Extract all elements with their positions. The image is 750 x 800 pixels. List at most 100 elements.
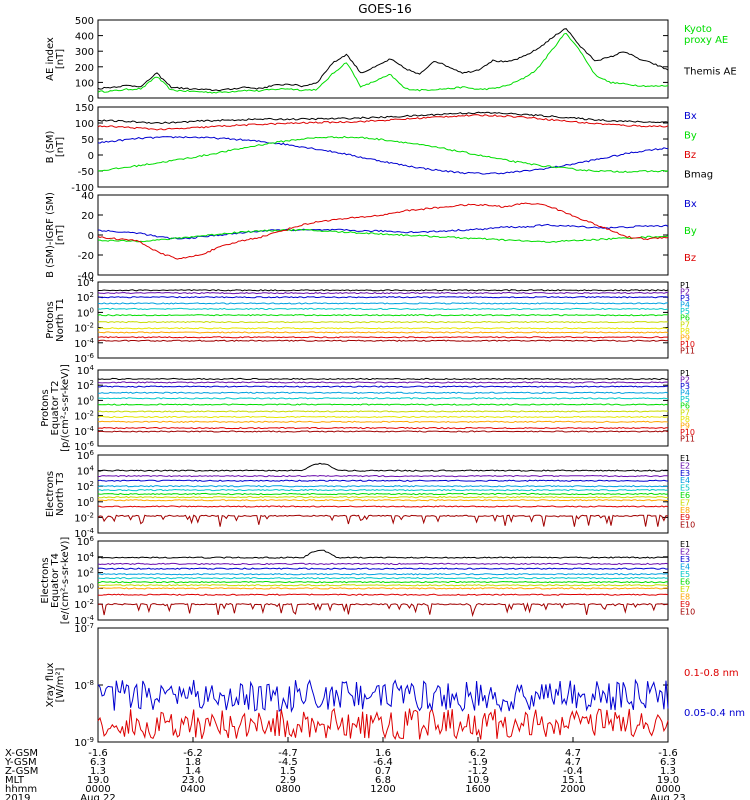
y-axis-label: ElectronsEquator T4[e/(cm²-s-sr-keV)] — [40, 537, 71, 625]
series-line-p2 — [97, 381, 669, 384]
xaxis-row-label: X-GSM — [5, 748, 38, 759]
legend-label: E7 — [680, 585, 690, 594]
legend-label: P9 — [680, 333, 690, 342]
y-tick-label: 100 — [75, 119, 94, 130]
series-line-by — [97, 228, 669, 243]
y-axis-label: B (SM)[nT] — [45, 130, 66, 163]
legend-label: P2 — [680, 288, 690, 297]
legend-label: E3 — [680, 555, 690, 564]
xaxis-cell: 1200 — [370, 784, 395, 795]
xaxis-cell: 6.3 — [90, 757, 106, 768]
y-tick-label: 102 — [77, 480, 94, 493]
series-line-p4 — [97, 302, 669, 305]
legend-label: E8 — [680, 506, 690, 515]
xaxis-cell: 2.9 — [280, 775, 296, 786]
xaxis-row-label: Y-GSM — [4, 757, 37, 768]
xaxis-cell: -4.5 — [278, 757, 298, 768]
y-tick-label: -50 — [78, 167, 94, 178]
series-line-bz — [97, 114, 669, 131]
legend-label: E5 — [680, 484, 690, 493]
series-line-e7 — [97, 495, 669, 499]
series-line-e1 — [97, 462, 669, 472]
series-line-p5 — [97, 307, 669, 311]
legend-label: P8 — [680, 415, 690, 424]
series-line-p8 — [97, 327, 669, 330]
series-line-e8 — [97, 499, 669, 502]
panel-frame — [97, 540, 669, 621]
series-line-p5 — [97, 397, 669, 400]
legend-label: P11 — [680, 434, 695, 443]
y-tick-label: 100 — [77, 496, 94, 509]
series-line-e9 — [97, 593, 669, 596]
y-axis-label: Xray flux[W/m²] — [45, 663, 66, 708]
xaxis-row-label: Z-GSM — [5, 766, 38, 777]
xaxis-cell: -0.4 — [563, 766, 583, 777]
series-line-e8 — [97, 587, 669, 590]
y-tick-label: 10-4 — [74, 337, 94, 350]
series-line-0-1-0-8-nm — [97, 707, 669, 741]
legend-label: E7 — [680, 498, 690, 507]
series-line-bx — [97, 136, 669, 175]
series-line-p7 — [97, 320, 669, 324]
series-line-p10 — [97, 336, 668, 339]
y-tick-label: 104 — [77, 551, 95, 564]
y-tick-label: 10-4 — [74, 425, 94, 438]
series-line-e1 — [97, 549, 668, 559]
y-tick-label: 20 — [81, 211, 94, 222]
legend-label: P3 — [680, 382, 690, 391]
xaxis-cell: -6.2 — [183, 748, 203, 759]
xaxis-cell: 1.5 — [280, 766, 296, 777]
legend-label: 0.1-0.8 nm — [684, 668, 739, 679]
time-axis-table: X-GSMY-GSMZ-GSMMLThhmm2019-1.66.31.319.0… — [4, 737, 686, 800]
y-axis-label: AE index[nT] — [45, 37, 66, 81]
y-tick-label: 150 — [75, 103, 94, 114]
xaxis-cell: 2000 — [560, 784, 585, 795]
xaxis-cell: 6.2 — [470, 748, 486, 759]
series-line-kyoto-proxy-ae — [97, 32, 669, 94]
series-line-bx — [97, 223, 669, 240]
y-tick-label: -20 — [78, 251, 94, 262]
legend-label: By — [684, 130, 697, 141]
panel-2: 150 100 50 0 -50 -100 B (SM)[nT] Bx By Bz Bmag — [45, 103, 713, 194]
xaxis-cell: 1.8 — [185, 757, 201, 768]
legend-label: E4 — [680, 563, 690, 572]
xaxis-cell: 0800 — [275, 784, 300, 795]
legend-label: E1 — [680, 540, 690, 549]
legend-label: P7 — [680, 320, 690, 329]
series-line-p7 — [97, 410, 668, 413]
legend-label: E6 — [680, 578, 690, 587]
legend-label: By — [684, 226, 697, 237]
y-tick-label: 10-8 — [74, 679, 94, 692]
legend-label: E10 — [680, 608, 695, 617]
y-tick-label: 100 — [77, 582, 94, 595]
xaxis-row-label: MLT — [5, 775, 25, 786]
series-line-e4 — [97, 573, 669, 576]
series-line-p9 — [97, 331, 669, 334]
y-tick-label: 102 — [77, 291, 94, 304]
series-line-p1 — [98, 289, 669, 292]
legend-label: P5 — [680, 307, 690, 316]
y-tick-label: 0 — [88, 151, 94, 162]
series-line-p6 — [97, 403, 669, 406]
legend-label: 0.05-0.4 nm — [684, 708, 745, 719]
legend-label: Kyoto — [684, 24, 712, 35]
y-tick-label: 106 — [77, 449, 95, 462]
series-line-e2 — [97, 562, 669, 566]
series-line-by — [97, 135, 669, 173]
legend-label: P9 — [680, 421, 690, 430]
xaxis-cell: 6.3 — [660, 757, 676, 768]
xaxis-cell: 15.1 — [562, 775, 584, 786]
xaxis-cell: Aug 23 — [650, 793, 685, 800]
y-tick-label: 40 — [81, 191, 94, 202]
series-line-e5 — [97, 576, 669, 580]
legend-label: P4 — [680, 301, 690, 310]
legend-label: E8 — [680, 593, 690, 602]
y-tick-label: 50 — [81, 135, 94, 146]
legend-label: P4 — [680, 389, 690, 398]
xaxis-cell: 1600 — [465, 784, 490, 795]
legend-label: E2 — [680, 461, 690, 470]
xaxis-cell: 4.7 — [565, 757, 581, 768]
xaxis-row-label: hhmm — [5, 784, 37, 795]
